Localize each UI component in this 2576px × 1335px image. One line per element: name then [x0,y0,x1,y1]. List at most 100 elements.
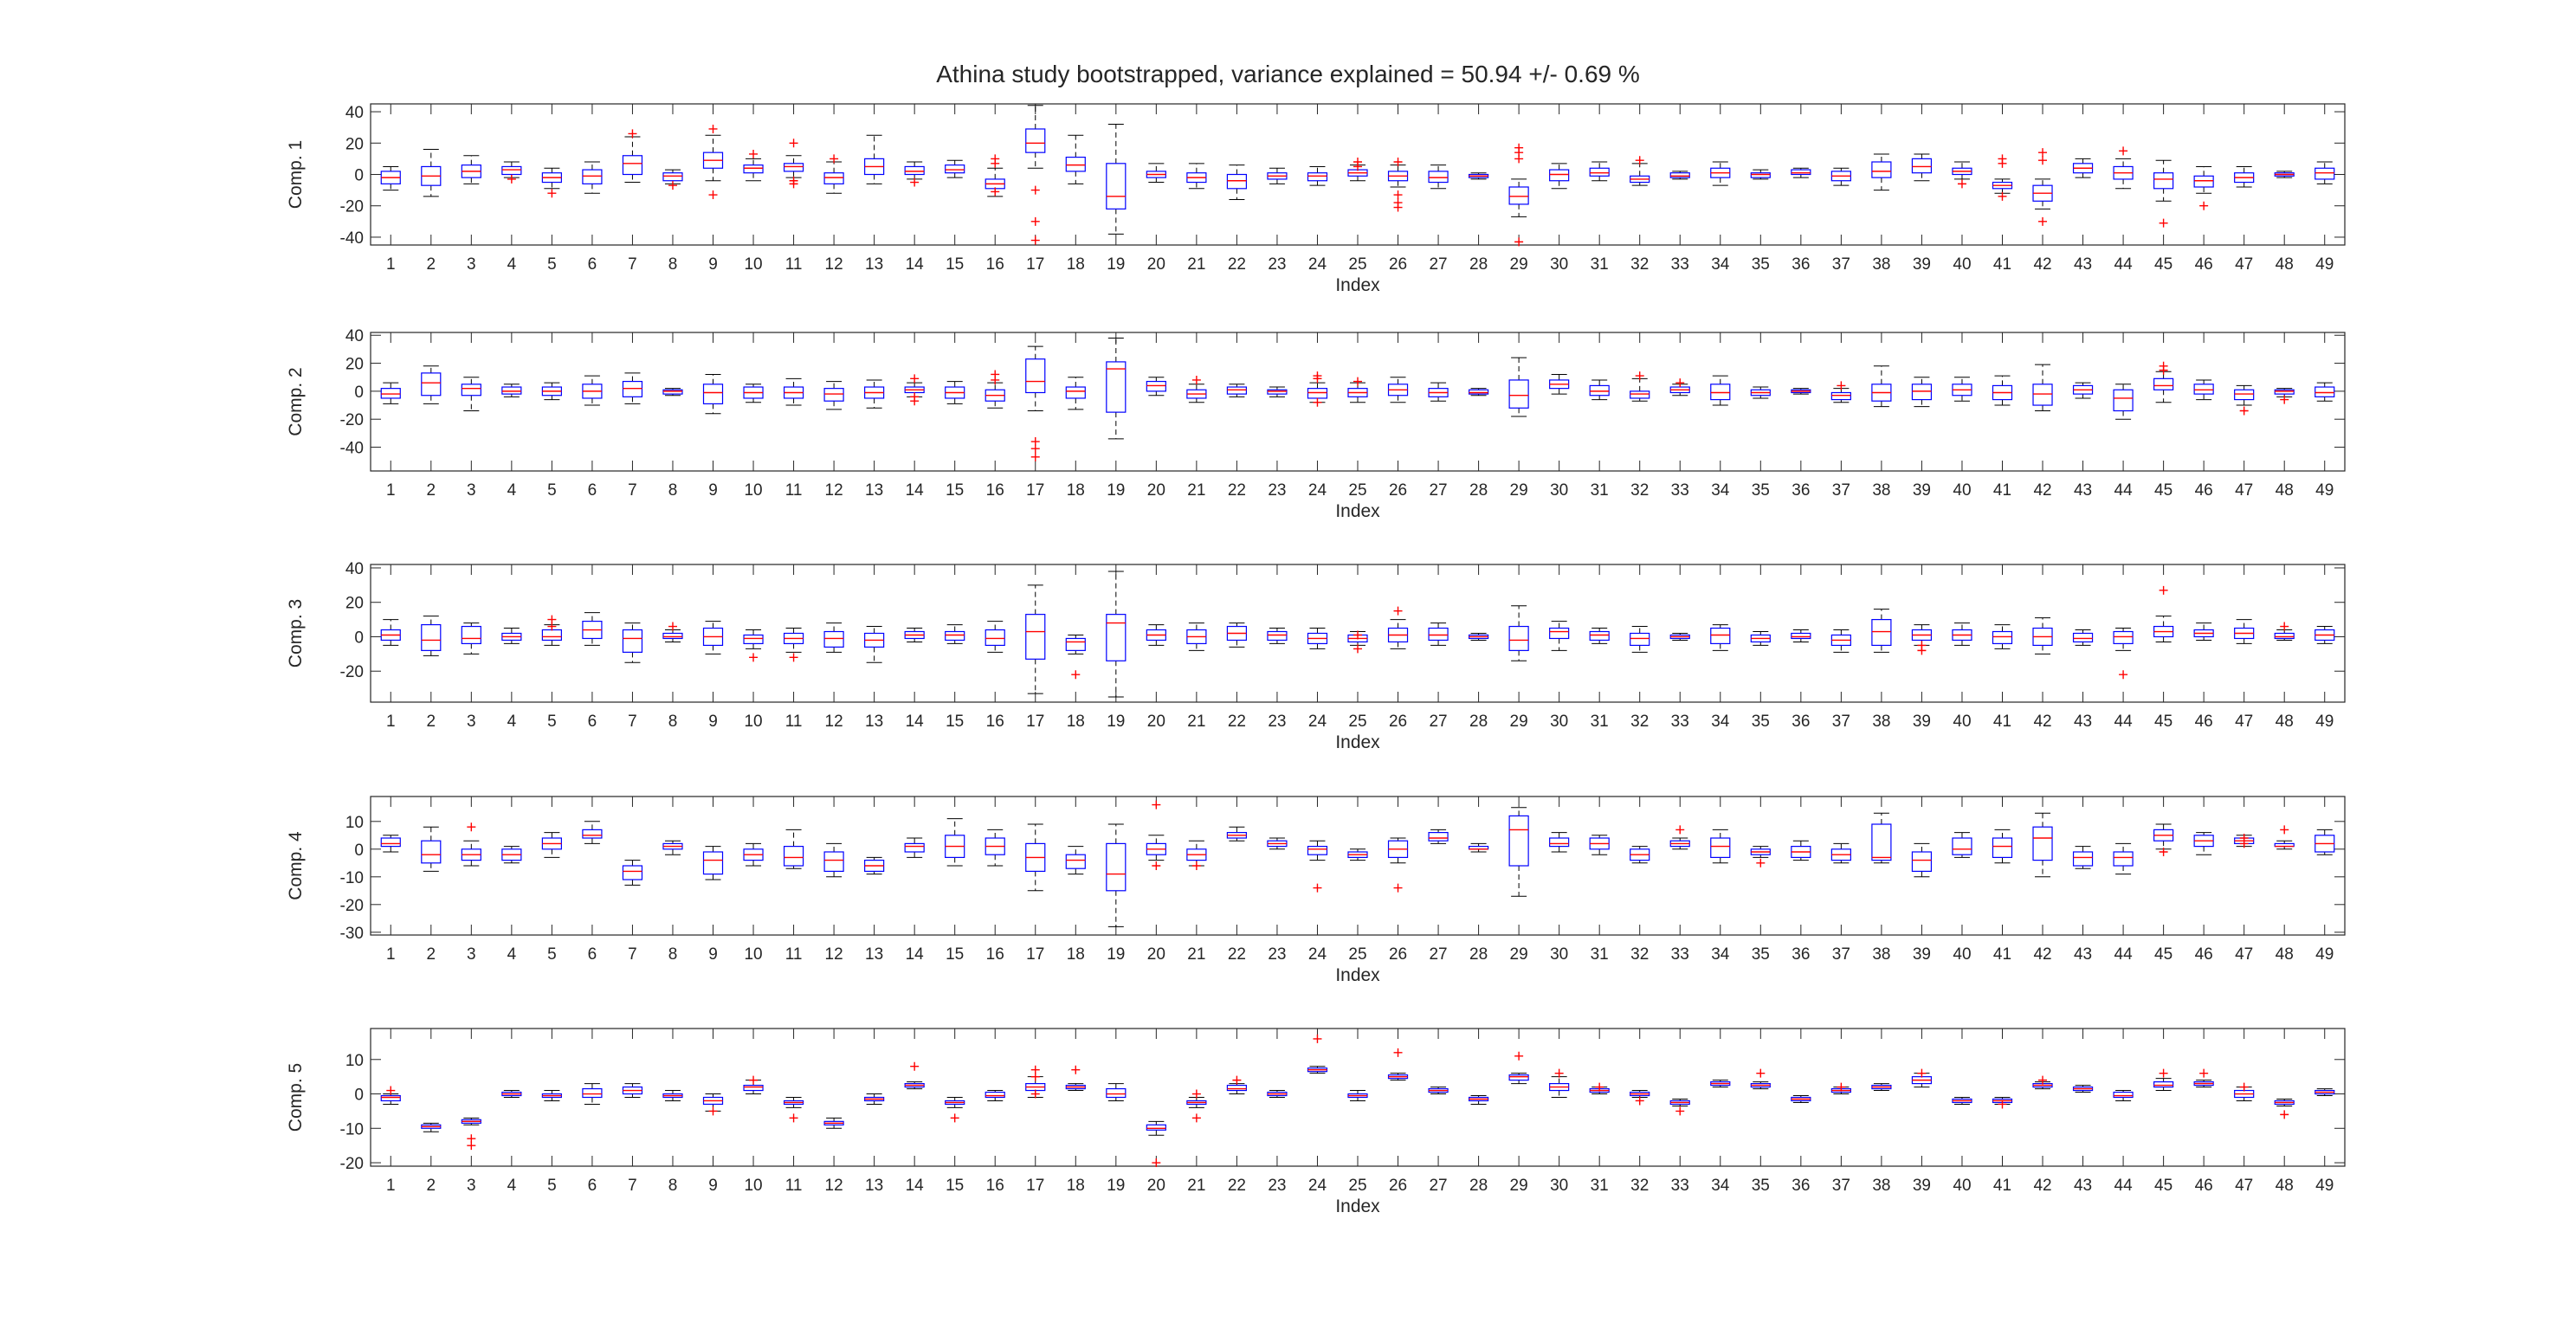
box-30 [1549,373,1570,395]
box-36 [1791,388,1811,395]
x-tick-label: 29 [1510,481,1528,500]
box-27 [1428,164,1449,190]
box-12 [823,1117,844,1129]
x-tick-label: 7 [628,481,637,500]
x-tick-label: 26 [1389,713,1407,731]
box-36 [1791,629,1811,642]
x-tick-label: 31 [1591,713,1609,731]
y-tick-label: 20 [345,135,364,153]
box-35 [1750,386,1771,399]
box-26 [1387,1048,1409,1081]
x-tick-label: 37 [1832,481,1850,500]
x-tick-label: 35 [1752,255,1770,274]
x-tick-label: 48 [2276,481,2294,500]
x-tick-label: 40 [1953,481,1971,500]
x-tick-label: 46 [2195,1177,2213,1195]
box-21 [1186,840,1207,870]
iqr-box [1065,637,1086,651]
outlier-marker [1191,1089,1201,1099]
box-26 [1387,606,1409,649]
outlier-marker [1313,374,1322,384]
outlier-marker [1756,858,1766,867]
x-tick-label: 11 [785,945,803,964]
x-tick-label: 13 [865,255,883,274]
x-tick-label: 7 [628,713,637,731]
y-tick-label: 10 [345,814,364,832]
box-20 [1146,377,1166,397]
box-25 [1347,1090,1368,1101]
box-19 [1106,124,1127,235]
box-32 [1630,846,1650,864]
x-tick-label: 3 [467,945,476,964]
iqr-box [1589,384,1610,397]
box-7 [622,1083,643,1098]
iqr-box [743,164,764,174]
x-tick-label: 4 [507,481,517,500]
iqr-box [662,632,683,640]
x-tick-label: 35 [1752,481,1770,500]
box-46 [2193,165,2214,210]
y-axis-label: Comp. 2 [286,367,306,435]
iqr-box [421,840,442,864]
x-axis-label: Index [1335,965,1380,985]
y-tick-label: -10 [340,869,364,887]
box-3 [461,377,481,412]
x-tick-label: 21 [1187,481,1205,500]
x-tick-label: 8 [668,255,678,274]
box-36 [1791,167,1811,178]
box-41 [1992,829,2013,864]
iqr-box [1871,823,1892,861]
iqr-box [1992,837,2013,858]
box-5 [541,615,562,646]
outlier-marker [1030,1089,1040,1099]
box-47 [2234,619,2255,644]
x-tick-label: 15 [946,945,964,964]
y-tick-label: 0 [354,842,364,860]
outlier-marker [1071,1065,1081,1074]
iqr-box [1589,630,1610,642]
x-tick-label: 47 [2235,481,2253,500]
iqr-box [823,388,844,402]
x-tick-label: 10 [744,255,762,274]
box-29 [1508,143,1529,247]
box-46 [2193,622,2214,641]
x-tick-label: 19 [1107,255,1125,274]
x-tick-label: 28 [1469,1177,1488,1195]
box-23 [1267,837,1288,850]
axes-frame [370,103,2346,246]
x-tick-label: 49 [2315,1177,2334,1195]
outlier-marker [1353,162,1362,171]
box-9 [702,1093,724,1116]
box-23 [1267,167,1288,184]
iqr-box [1549,627,1570,640]
box-31 [1589,161,1610,182]
x-tick-label: 40 [1953,1177,1971,1195]
outlier-marker [991,375,1000,384]
box-25 [1347,158,1368,182]
axes-frame [370,796,2346,936]
box-23 [1267,628,1288,644]
box-5 [541,1090,562,1101]
x-tick-label: 36 [1792,1177,1810,1195]
y-tick-label: 0 [354,629,364,647]
outlier-marker [910,1061,920,1071]
x-tick-label: 31 [1591,255,1609,274]
x-tick-label: 22 [1228,481,1246,500]
box-43 [2072,629,2094,646]
box-21 [1186,622,1207,651]
iqr-box [582,829,603,839]
iqr-box [2113,630,2134,645]
x-tick-label: 12 [825,713,843,731]
iqr-box [2032,826,2053,861]
x-tick-label: 46 [2195,945,2213,964]
outlier-marker [830,154,839,164]
outlier-marker [2038,148,2048,158]
outlier-marker [1313,397,1322,407]
box-1 [380,1086,401,1105]
iqr-box [1589,167,1610,177]
box-47 [2234,1082,2255,1101]
box-28 [1468,172,1489,180]
outlier-marker [668,181,677,190]
y-tick-label: -20 [340,411,364,429]
